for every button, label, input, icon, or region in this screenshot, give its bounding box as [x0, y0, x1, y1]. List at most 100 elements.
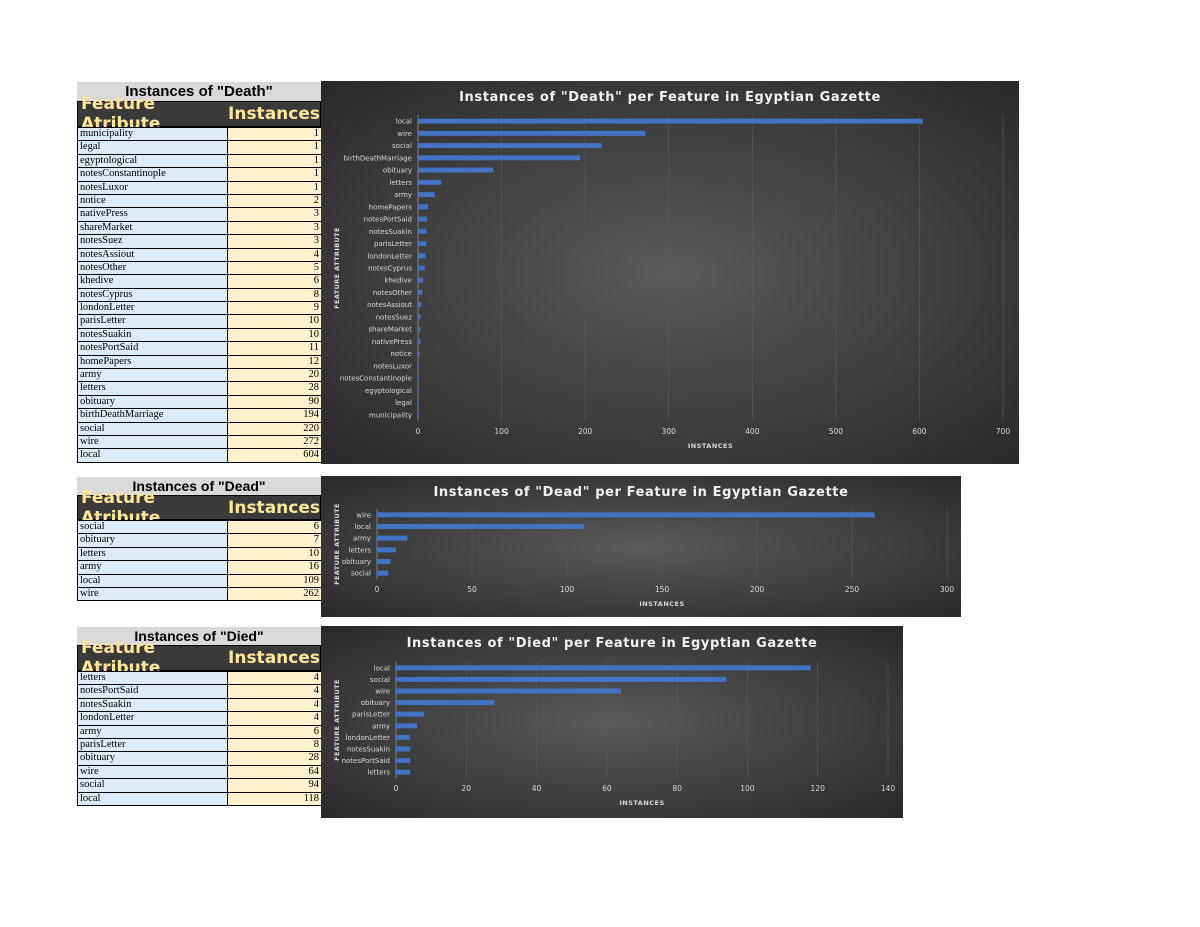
instances-cell: 9 — [228, 302, 321, 315]
instances-cell: 1 — [228, 128, 321, 141]
bar — [418, 179, 442, 185]
bar — [396, 758, 411, 764]
bar — [396, 769, 411, 775]
feature-cell: obituary — [78, 534, 228, 547]
bar — [418, 302, 422, 308]
category-label: notesSuez — [376, 313, 413, 321]
table-dead-title: Instances of "Dead" — [77, 477, 321, 495]
feature-cell: londonLetter — [78, 302, 228, 315]
table-row: londonLetter 4 — [78, 711, 321, 725]
category-label: notesSuakin — [347, 746, 390, 754]
header-instances: Instances — [228, 648, 320, 668]
instances-cell: 6 — [228, 521, 321, 534]
bar — [418, 387, 419, 393]
tick-label: 250 — [845, 585, 860, 594]
category-label: parisLetter — [352, 711, 390, 719]
feature-cell: homePapers — [78, 355, 228, 369]
feature-cell: army — [78, 725, 228, 738]
instances-cell: 604 — [228, 449, 321, 462]
category-label: nativePress — [372, 338, 413, 346]
feature-cell: letters — [78, 382, 228, 395]
instances-cell: 20 — [228, 369, 321, 382]
bar — [396, 676, 727, 682]
table-row: local 109 — [78, 573, 321, 587]
feature-cell: legal — [78, 141, 228, 154]
instances-cell: 90 — [228, 395, 321, 409]
tick-label: 150 — [655, 585, 670, 594]
bar — [418, 289, 423, 295]
category-label: wire — [375, 688, 390, 696]
table-row: notice 2 — [78, 193, 321, 208]
instances-cell: 10 — [228, 328, 321, 342]
table-died-title: Instances of "Died" — [77, 627, 321, 645]
x-axis-label: INSTANCES — [619, 799, 664, 807]
category-label: legal — [395, 399, 412, 407]
category-label: notesPortSaid — [342, 757, 390, 765]
bar — [396, 746, 411, 752]
bar — [396, 711, 425, 717]
table-row: obituary 7 — [78, 533, 321, 547]
instances-cell: 118 — [228, 792, 321, 805]
bar — [396, 700, 495, 706]
instances-cell: 220 — [228, 422, 321, 435]
table-row: homePapers 12 — [78, 354, 321, 369]
category-label: homePapers — [369, 203, 413, 211]
table-row: wire 64 — [78, 764, 321, 779]
table-row: social 6 — [78, 520, 321, 534]
bar — [418, 130, 646, 136]
feature-cell: shareMarket — [78, 221, 228, 235]
category-label: obituary — [383, 167, 412, 175]
category-label: parisLetter — [374, 240, 412, 248]
tick-label: 120 — [811, 784, 826, 793]
category-label: londonLetter — [367, 252, 412, 260]
chart-title: Instances of "Dead" per Feature in Egypt… — [433, 485, 848, 500]
bar — [418, 228, 427, 234]
feature-cell: nativePress — [78, 208, 228, 221]
bar — [418, 326, 421, 332]
feature-cell: notesConstantinople — [78, 168, 228, 181]
instances-cell: 7 — [228, 534, 321, 547]
feature-cell: notesAssiout — [78, 248, 228, 261]
instances-cell: 11 — [228, 342, 321, 355]
bar — [418, 338, 421, 344]
category-label: social — [370, 676, 390, 684]
feature-cell: social — [78, 779, 228, 792]
category-label: notesPortSaid — [364, 216, 412, 224]
tick-label: 500 — [829, 427, 844, 436]
table-row: notesCyprus 8 — [78, 287, 321, 302]
table-row: notesLuxor 1 — [78, 180, 321, 194]
bar — [418, 241, 427, 247]
feature-cell: egyptological — [78, 154, 228, 168]
table-row: notesOther 5 — [78, 260, 321, 275]
category-label: local — [396, 118, 412, 126]
y-axis-label: FEATURE ATTRIBUTE — [333, 227, 341, 309]
bar — [418, 155, 581, 161]
instances-cell: 4 — [228, 712, 321, 725]
instances-cell: 8 — [228, 288, 321, 302]
category-label: army — [353, 535, 371, 543]
category-label: wire — [356, 511, 371, 519]
feature-cell: social — [78, 422, 228, 435]
category-label: wire — [397, 130, 412, 138]
table-row: wire 272 — [78, 434, 321, 449]
bar — [418, 265, 425, 271]
chart-dead: Instances of "Dead" per Feature in Egypt… — [321, 476, 961, 617]
bar — [418, 314, 421, 320]
feature-cell: notesSuakin — [78, 328, 228, 342]
feature-cell: birthDeathMarriage — [78, 409, 228, 422]
feature-cell: local — [78, 574, 228, 587]
table-row: obituary 28 — [78, 751, 321, 765]
category-label: egyptological — [365, 387, 412, 395]
bar — [377, 512, 875, 518]
category-label: obituary — [361, 699, 390, 707]
table-died-header: Feature Atribute Instances — [77, 638, 321, 678]
chart-title: Instances of "Death" per Feature in Egyp… — [459, 90, 881, 105]
category-label: letters — [367, 769, 390, 777]
tick-label: 140 — [881, 784, 896, 793]
instances-cell: 64 — [228, 765, 321, 779]
table-death-title: Instances of "Death" — [77, 82, 321, 101]
category-label: social — [351, 570, 371, 578]
category-label: khedive — [384, 277, 412, 285]
table-row: parisLetter 10 — [78, 314, 321, 328]
feature-cell: notesSuakin — [78, 698, 228, 712]
